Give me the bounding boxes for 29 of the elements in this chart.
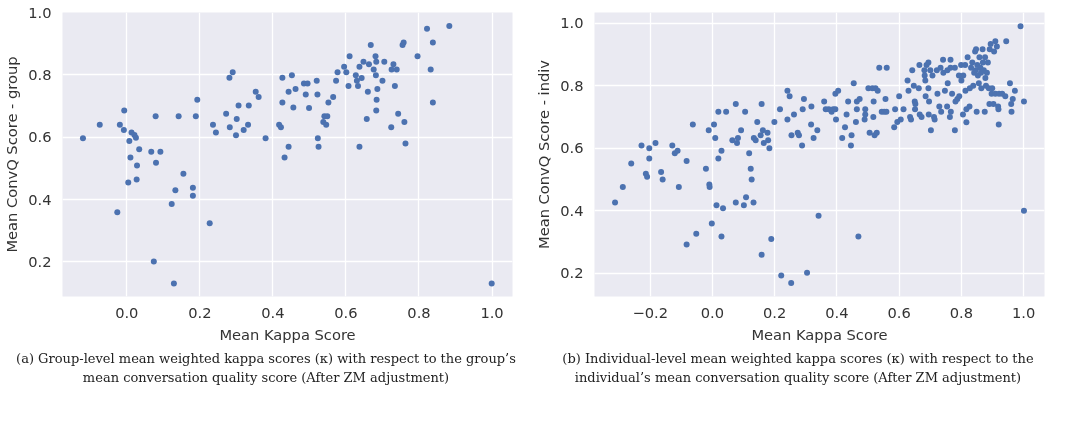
y-tick-label: 0.4 [560,201,584,219]
x-tick-label: 0.2 [188,303,212,321]
x-tick-label: 0.2 [763,303,787,321]
y-tick-label: 0.8 [28,65,52,83]
x-tick-label: −0.2 [632,303,668,321]
y-tick-label: 1.0 [560,14,584,32]
x-tick-label: 1.0 [480,303,504,321]
y-tick-label: 0.6 [560,139,584,157]
text: (b) Individual-level mean weighted kappa scores (κ) with respect to the individual’s mean conversation quality score (After ZM adjustment) [561,350,1035,387]
y-axis-title: Mean ConvQ Score - group [3,56,21,253]
y-tick-label: 0.6 [28,128,52,146]
x-tick-label: 0.8 [949,303,974,321]
x-tick-label: 0.4 [261,303,285,321]
x-tick-label: 0.0 [115,303,139,321]
x-tick-label: 0.0 [700,303,725,321]
x-tick-label: 1.0 [1012,303,1036,321]
x-tick-label: 0.8 [407,303,431,321]
x-tick-label: 0.6 [334,303,358,321]
y-axis-title: Mean ConvQ Score - indiv [535,59,553,250]
x-axis-title: Mean Kappa Score [751,325,888,343]
text: (a) Group-level mean weighted kappa scores (κ) with respect to the group’s mean conversation quality score (After ZM adjustment) [16,350,516,387]
y-tick-label: 0.2 [560,264,584,282]
y-tick-label: 0.8 [560,76,584,94]
x-tick-label: 0.4 [825,303,849,321]
x-tick-label: 0.6 [887,303,911,321]
y-tick-label: 0.2 [28,252,52,270]
y-tick-label: 1.0 [28,3,52,21]
x-axis-title: Mean Kappa Score [219,325,356,343]
y-tick-label: 0.4 [28,190,52,208]
